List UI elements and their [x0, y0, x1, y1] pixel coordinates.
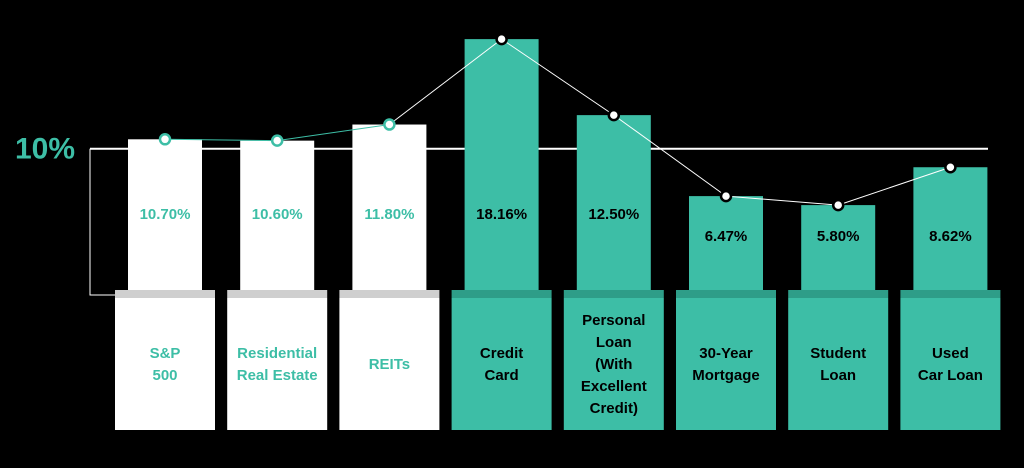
trend-point: [607, 108, 621, 122]
pedestal: [788, 290, 889, 298]
category-label: (With: [595, 356, 632, 373]
category-label: Credit: [480, 345, 523, 362]
pedestal: [563, 290, 664, 298]
category-label: Real Estate: [237, 367, 318, 384]
bar: [128, 139, 202, 295]
category-box: [339, 298, 440, 430]
value-label: 6.47%: [705, 228, 748, 245]
category-label: REITs: [369, 356, 410, 373]
category-box: [788, 298, 889, 430]
pedestal: [339, 290, 440, 298]
bar: [576, 115, 651, 295]
trend-point: [944, 160, 957, 174]
category-label: S&P: [150, 345, 181, 362]
pedestal: [115, 290, 215, 298]
category-label: Excellent: [581, 378, 647, 395]
trend-segment: [277, 124, 390, 142]
bar: [464, 39, 539, 295]
pedestal: [227, 290, 328, 298]
category-label: 30-Year: [699, 345, 753, 362]
trend-point: [383, 118, 396, 131]
trend-segment: [838, 166, 951, 206]
trend-point: [270, 134, 284, 147]
category-box: [451, 298, 552, 430]
category-box: [227, 298, 328, 430]
category-label: Personal: [582, 312, 645, 329]
trend-point: [495, 32, 508, 46]
value-label: 10.60%: [252, 206, 303, 223]
trend-segment: [501, 38, 615, 116]
trend-segment: [389, 38, 502, 125]
category-label: 500: [152, 367, 177, 384]
trend-point: [719, 189, 733, 203]
trend-segment: [613, 114, 727, 197]
bar: [913, 167, 988, 295]
value-label: 5.80%: [817, 228, 860, 245]
trend-point: [831, 198, 845, 212]
bar: [352, 124, 427, 295]
category-label: Car Loan: [918, 367, 983, 384]
trend-point: [158, 133, 172, 146]
trend-segment: [725, 195, 839, 206]
pedestal: [451, 290, 552, 298]
value-label: 11.80%: [364, 206, 414, 223]
value-label: 12.50%: [588, 206, 639, 223]
category-box: [115, 298, 215, 430]
bar: [689, 196, 763, 295]
category-box: [900, 298, 1001, 430]
category-label: Credit): [590, 400, 638, 417]
category-box: [676, 298, 776, 430]
category-label: Student: [810, 345, 866, 362]
reference-label: 10%: [15, 133, 75, 166]
pedestal: [900, 290, 1001, 298]
value-label: 10.70%: [140, 206, 191, 223]
category-label: Used: [932, 345, 969, 362]
category-label: Card: [485, 367, 519, 384]
category-label: Loan: [820, 367, 856, 384]
trend-segment: [164, 138, 278, 142]
pedestal: [676, 290, 776, 298]
category-label: Residential: [237, 345, 317, 362]
bar: [240, 140, 315, 295]
category-box: [563, 298, 664, 430]
value-label: 8.62%: [929, 228, 972, 245]
value-label: 18.16%: [476, 206, 527, 223]
bar: [801, 205, 876, 295]
category-label: Loan: [596, 334, 632, 351]
category-label: Mortgage: [692, 367, 760, 384]
